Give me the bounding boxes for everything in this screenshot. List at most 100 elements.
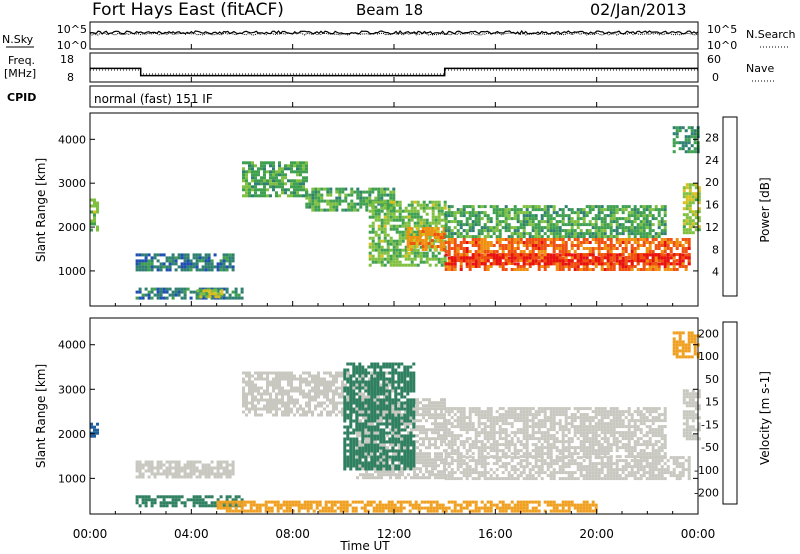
data-cell-vel-6 [492,446,496,450]
data-cell-vel-5 [412,404,416,408]
data-cell-power-10 [681,253,685,257]
data-cell-power-4 [248,164,251,168]
data-cell-vel-5 [376,377,380,381]
data-cell-vel-5 [379,377,383,381]
data-cell-power-6 [407,218,411,222]
data-cell-vel-5 [403,413,407,417]
data-cell-power-8 [534,226,538,230]
data-cell-power-10 [642,262,646,266]
data-cell-power-2 [231,296,235,300]
data-cell-power-5 [344,196,348,200]
data-cell-power-9 [450,265,454,268]
data-cell-vel-3 [341,401,344,405]
data-cell-power-10 [645,253,649,257]
data-cell-power-10 [564,253,568,257]
data-cell-power-6 [386,233,390,237]
data-cell-vel-5 [343,410,347,414]
data-cell-power-10 [522,256,526,260]
data-cell-vel-5 [391,458,395,462]
data-cell-power-9 [582,268,586,271]
data-cell-vel-3 [281,392,284,396]
data-cell-vel-5 [364,458,368,462]
data-cell-vel-5 [394,398,398,402]
data-cell-power-9 [459,262,463,265]
data-cell-vel-4 [443,425,446,429]
data-cell-power-8 [594,232,598,236]
data-cell-power-8 [618,223,622,227]
data-cell-power-12 [682,201,686,205]
data-cell-power-6 [389,215,393,219]
data-cell-power-1 [222,256,226,260]
colorbar-tick-label: 20 [705,176,719,189]
data-cell-vel-5 [379,413,383,417]
data-cell-vel-5 [343,443,347,447]
data-cell-vel-4 [398,470,401,474]
data-cell-vel-5 [364,443,368,447]
data-cell-power-3 [211,292,215,296]
data-cell-power-8 [606,223,610,227]
velocity-data [90,331,701,513]
data-cell-vel-6 [462,416,466,420]
data-cell-power-8 [531,217,535,221]
data-cell-vel-5 [379,398,383,402]
data-cell-power-6 [419,206,423,210]
data-cell-vel-5 [361,380,365,384]
data-cell-vel-6 [489,428,493,432]
data-cell-vel-4 [368,437,371,441]
data-cell-power-6 [383,236,387,240]
data-cell-vel-3 [287,395,290,399]
data-cell-power-4 [275,176,278,180]
data-cell-power-8 [588,232,592,236]
data-cell-vel-5 [391,371,395,375]
data-cell-vel-3 [269,398,272,402]
data-cell-vel-3 [287,413,290,417]
data-cell-power-4 [305,161,308,165]
data-cell-power-9 [465,253,469,256]
data-cell-power-10 [606,253,610,257]
data-cell-power-10 [558,253,562,257]
data-cell-power-4 [296,167,299,171]
data-cell-vel-5 [364,371,368,375]
data-cell-power-9 [594,247,598,250]
data-cell-power-8 [627,220,631,224]
data-cell-vel-4 [422,455,425,459]
data-cell-vel-4 [422,410,425,414]
data-cell-vel-6 [486,407,490,411]
data-cell-power-7 [442,248,446,251]
data-cell-power-10 [486,253,490,257]
data-cell-power-6 [437,218,441,222]
data-cell-vel-6 [471,452,475,456]
data-cell-vel-3 [332,407,335,411]
data-cell-power-9 [468,250,472,253]
data-cell-power-5 [332,205,336,209]
data-cell-power-5 [317,202,321,206]
data-cell-vel-5 [388,404,392,408]
data-cell-power-8 [525,205,529,209]
data-cell-vel-3 [245,383,248,387]
data-cell-power-12 [697,219,701,223]
data-cell-vel-5 [400,461,404,465]
data-cell-vel-5 [358,404,362,408]
data-cell-vel-4 [377,470,380,474]
data-cell-power-1 [174,262,178,266]
data-cell-power-4 [281,191,284,195]
data-cell-vel-5 [409,431,413,435]
data-cell-power-4 [242,188,245,192]
data-cell-power-8 [453,232,457,236]
data-cell-power-6 [371,242,375,246]
data-cell-vel-3 [290,401,293,405]
data-cell-power-7 [406,230,410,233]
data-cell-vel-5 [352,383,356,387]
data-cell-power-6 [383,257,387,261]
data-cell-vel-5 [403,386,407,390]
data-cell-power-9 [531,250,535,253]
data-cell-power-9 [564,256,568,259]
data-cell-power-8 [600,208,604,212]
data-cell-vel-3 [275,377,278,381]
data-cell-vel-5 [409,377,413,381]
data-cell-power-5 [317,208,321,212]
data-cell-power-1 [231,259,235,263]
data-cell-power-4 [293,182,296,186]
data-cell-vel-3 [317,377,320,381]
